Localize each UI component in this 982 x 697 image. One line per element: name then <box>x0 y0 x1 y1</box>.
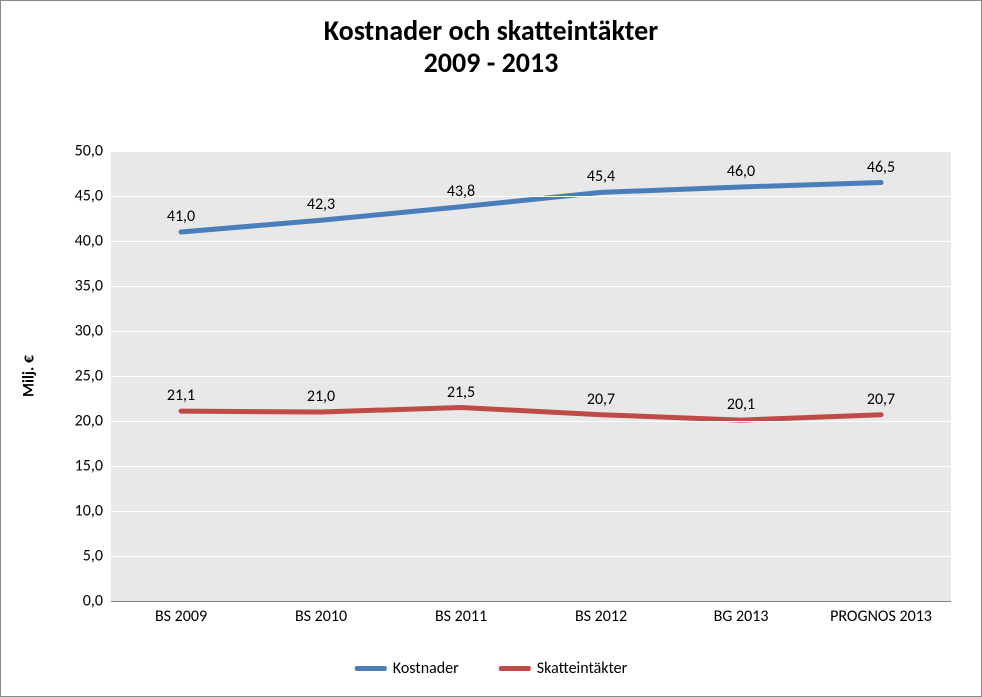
data-label: 21,5 <box>447 383 475 402</box>
gridline <box>111 151 951 152</box>
data-label: 46,0 <box>727 162 755 181</box>
legend-item: Skatteintäkter <box>499 659 627 678</box>
y-tick-label: 5,0 <box>83 547 111 566</box>
gridline <box>111 241 951 242</box>
gridline <box>111 556 951 557</box>
gridline <box>111 601 951 602</box>
data-label: 46,5 <box>867 158 895 177</box>
gridline <box>111 511 951 512</box>
series-line <box>181 183 881 233</box>
data-label: 45,4 <box>587 167 615 186</box>
gridline <box>111 196 951 197</box>
legend-swatch <box>355 666 387 671</box>
legend-label: Skatteintäkter <box>537 659 627 678</box>
x-tick-label: BS 2010 <box>295 601 347 626</box>
chart-title-line1: Kostnader och skatteintäkter <box>324 13 658 48</box>
y-tick-label: 20,0 <box>75 412 111 431</box>
legend-item: Kostnader <box>355 659 459 678</box>
gridline <box>111 376 951 377</box>
legend-label: Kostnader <box>393 659 459 678</box>
gridline <box>111 331 951 332</box>
y-axis-title: Milj. € <box>20 355 39 397</box>
data-label: 20,7 <box>587 390 615 409</box>
data-label: 21,1 <box>167 386 195 405</box>
y-tick-label: 50,0 <box>75 142 111 161</box>
data-label: 42,3 <box>307 195 335 214</box>
data-label: 21,0 <box>307 387 335 406</box>
y-tick-label: 25,0 <box>75 367 111 386</box>
data-label: 41,0 <box>167 207 195 226</box>
y-tick-label: 35,0 <box>75 277 111 296</box>
gridline <box>111 466 951 467</box>
data-label: 20,7 <box>867 390 895 409</box>
y-tick-label: 45,0 <box>75 187 111 206</box>
legend-swatch <box>499 666 531 671</box>
x-tick-label: BG 2013 <box>714 601 769 626</box>
gridline <box>111 286 951 287</box>
data-label: 43,8 <box>447 182 475 201</box>
x-tick-label: PROGNOS 2013 <box>830 601 932 626</box>
gridline <box>111 421 951 422</box>
chart-title-line2: 2009 - 2013 <box>424 45 559 80</box>
series-line <box>181 408 881 421</box>
legend: Kostnader Skatteintäkter <box>355 659 627 678</box>
plot-area: 0,05,010,015,020,025,030,035,040,045,050… <box>111 151 951 601</box>
chart-container: Kostnader och skatteintäkter 2009 - 2013… <box>0 0 982 697</box>
y-tick-label: 15,0 <box>75 457 111 476</box>
y-tick-label: 30,0 <box>75 322 111 341</box>
y-tick-label: 40,0 <box>75 232 111 251</box>
y-tick-label: 0,0 <box>83 592 111 611</box>
data-label: 20,1 <box>727 395 755 414</box>
x-tick-label: BS 2011 <box>435 601 487 626</box>
chart-title: Kostnader och skatteintäkter 2009 - 2013 <box>1 1 981 79</box>
y-tick-label: 10,0 <box>75 502 111 521</box>
x-tick-label: BS 2009 <box>155 601 207 626</box>
x-tick-label: BS 2012 <box>575 601 627 626</box>
